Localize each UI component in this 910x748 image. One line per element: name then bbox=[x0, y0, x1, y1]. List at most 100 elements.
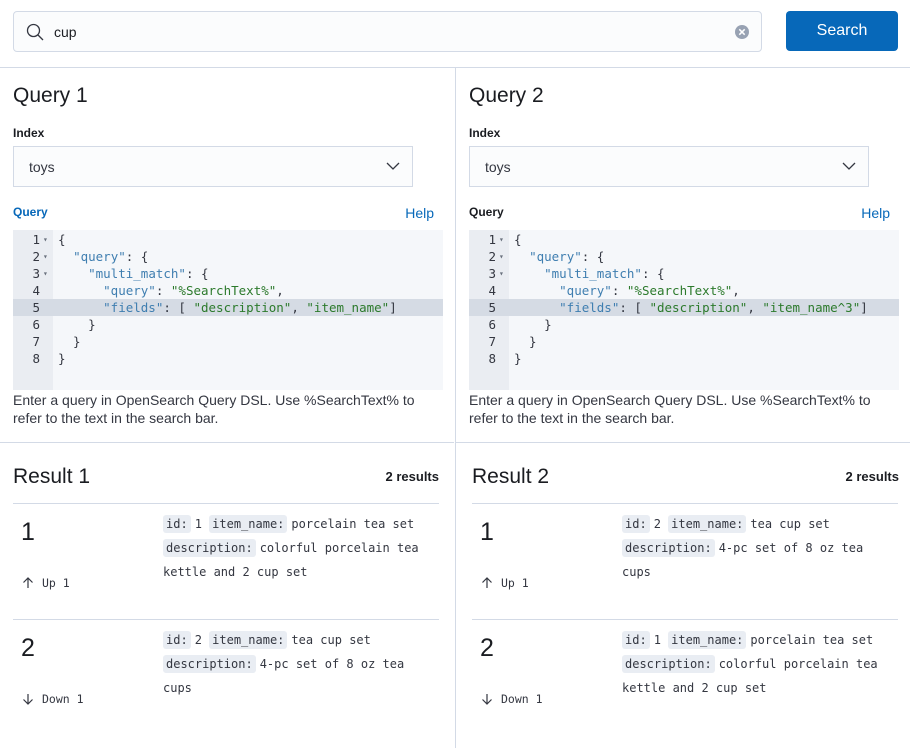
code-line: 7 } bbox=[13, 333, 443, 350]
code-text: } bbox=[514, 317, 552, 332]
field-value: 4-pc set of 8 oz tea cups bbox=[163, 657, 405, 695]
search-bar: cup Search bbox=[0, 0, 910, 68]
field-key: item_name: bbox=[209, 515, 288, 533]
clear-button[interactable] bbox=[734, 24, 750, 40]
line-number: 5 bbox=[32, 300, 40, 315]
field-value: tea cup set bbox=[291, 633, 371, 647]
index-label: Index bbox=[13, 126, 45, 140]
code-line: 5 "fields": [ "description", "item_name^… bbox=[469, 299, 899, 316]
code-text: } bbox=[58, 334, 81, 349]
rank-change: Up 1 bbox=[481, 576, 529, 590]
result-fields: id: 1 item_name: porcelain tea set descrip… bbox=[163, 512, 438, 584]
line-number: 7 bbox=[488, 334, 496, 349]
field-value: porcelain tea set bbox=[291, 517, 415, 531]
code-line: 4 "query": "%SearchText%", bbox=[469, 282, 899, 299]
code-line: 6 } bbox=[469, 316, 899, 333]
line-number: 8 bbox=[488, 351, 496, 366]
line-number: 4 bbox=[488, 283, 496, 298]
code-editor[interactable]: 1 ▾{2 ▾ "query": {3 ▾ "multi_match": {4 "qu… bbox=[469, 230, 899, 390]
field-key: description: bbox=[163, 539, 256, 557]
code-line: 2 ▾ "query": { bbox=[13, 248, 443, 265]
help-text: Enter a query in OpenSearch Query DSL. U… bbox=[13, 392, 415, 426]
fold-icon: ▾ bbox=[499, 252, 504, 261]
search-input[interactable]: cup bbox=[13, 11, 762, 52]
fold-icon: ▾ bbox=[43, 269, 48, 278]
code-editor[interactable]: 1 ▾{2 ▾ "query": {3 ▾ "multi_match": {4 "qu… bbox=[13, 230, 443, 390]
line-number: 6 bbox=[488, 317, 496, 332]
result-fields: id: 2 item_name: tea cup set description: 4… bbox=[622, 512, 897, 584]
help-link[interactable]: Help bbox=[861, 205, 890, 221]
code-line: 1 ▾ { bbox=[469, 231, 899, 248]
index-value: toys bbox=[485, 159, 511, 175]
result-item: 2 Down 1 id: 2 item_name: tea cup set descri… bbox=[13, 619, 439, 735]
code-line: 2 ▾ "query": { bbox=[469, 248, 899, 265]
field-key: id: bbox=[622, 515, 650, 533]
result-title: Result 2 bbox=[472, 465, 550, 488]
field-key: item_name: bbox=[668, 515, 747, 533]
line-number: 1 bbox=[488, 232, 496, 247]
arrow-up-icon bbox=[23, 577, 33, 588]
line-number: 7 bbox=[32, 334, 40, 349]
query-label: Query bbox=[13, 205, 48, 219]
rank-change-text: Up 1 bbox=[501, 576, 529, 590]
fold-icon: ▾ bbox=[43, 235, 48, 244]
rank-change: Down 1 bbox=[481, 692, 543, 706]
code-text: "query": "%SearchText%", bbox=[559, 283, 740, 298]
code-text: } bbox=[58, 351, 66, 366]
code-line: 5 "fields": [ "description", "item_name"… bbox=[13, 299, 443, 316]
search-button[interactable]: Search bbox=[786, 11, 898, 51]
index-label: Index bbox=[469, 126, 501, 140]
rank-change-text: Up 1 bbox=[42, 576, 70, 590]
code-text: } bbox=[514, 351, 522, 366]
result-count: 2 results bbox=[385, 469, 439, 484]
code-line: 3 ▾ "multi_match": { bbox=[13, 265, 443, 282]
code-text: "fields": [ "description", "item_name"] bbox=[103, 300, 397, 315]
code-line: 1 ▾ { bbox=[13, 231, 443, 248]
code-text: "multi_match": { bbox=[88, 266, 209, 281]
field-key: description: bbox=[622, 539, 715, 557]
search-text: cup bbox=[54, 24, 77, 40]
help-link[interactable]: Help bbox=[405, 205, 434, 221]
result-rank: 1 bbox=[480, 518, 494, 546]
field-value: 2 bbox=[653, 517, 661, 531]
result-item: 2 Down 1 id: 1 item_name: porcelain tea set … bbox=[472, 619, 898, 735]
fold-icon: ▾ bbox=[499, 235, 504, 244]
query-title: Query 2 bbox=[469, 84, 544, 107]
field-value: 1 bbox=[194, 517, 202, 531]
result-rank: 2 bbox=[480, 634, 494, 662]
arrow-down-icon bbox=[482, 694, 492, 705]
code-line: 8} bbox=[13, 350, 443, 367]
index-select[interactable]: toys bbox=[469, 146, 869, 187]
field-key: item_name: bbox=[209, 631, 288, 649]
code-line: 6 } bbox=[13, 316, 443, 333]
field-key: id: bbox=[163, 631, 191, 649]
result-rank: 1 bbox=[21, 518, 35, 546]
rank-change: Down 1 bbox=[22, 692, 84, 706]
field-value: 4-pc set of 8 oz tea cups bbox=[622, 541, 864, 579]
code-text: { bbox=[58, 232, 66, 247]
field-value: 1 bbox=[653, 633, 661, 647]
rank-change-text: Down 1 bbox=[501, 692, 543, 706]
field-key: id: bbox=[163, 515, 191, 533]
chevron-icon bbox=[842, 162, 856, 170]
column: Query 1 Index toys Query Help 1 ▾{2 ▾ "query": … bbox=[0, 68, 455, 748]
help-text: Enter a query in OpenSearch Query DSL. U… bbox=[469, 392, 871, 426]
line-number: 2 bbox=[488, 249, 496, 264]
line-number: 6 bbox=[32, 317, 40, 332]
index-select[interactable]: toys bbox=[13, 146, 413, 187]
code-line: 3 ▾ "multi_match": { bbox=[469, 265, 899, 282]
fold-icon: ▾ bbox=[499, 269, 504, 278]
fold-icon: ▾ bbox=[43, 252, 48, 261]
code-text: "query": "%SearchText%", bbox=[103, 283, 284, 298]
code-line: 7 } bbox=[469, 333, 899, 350]
code-text: "multi_match": { bbox=[544, 266, 665, 281]
result-fields: id: 2 item_name: tea cup set description: 4… bbox=[163, 628, 438, 700]
result-rank: 2 bbox=[21, 634, 35, 662]
field-value: 2 bbox=[194, 633, 202, 647]
field-key: id: bbox=[622, 631, 650, 649]
result-item: 1 Up 1 id: 1 item_name: porcelain tea set de… bbox=[13, 503, 439, 619]
line-number: 2 bbox=[32, 249, 40, 264]
